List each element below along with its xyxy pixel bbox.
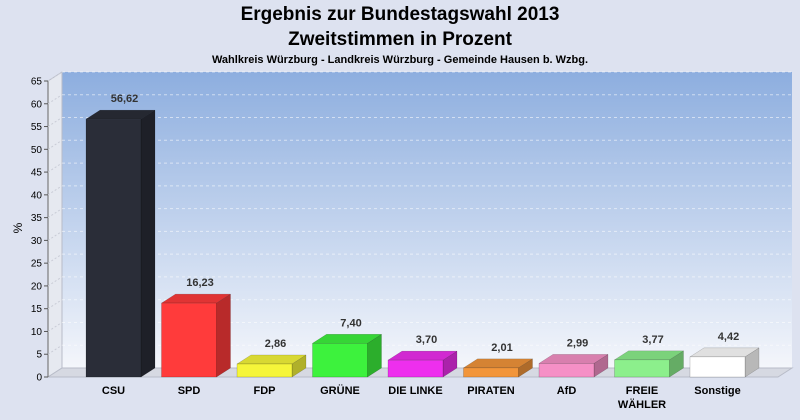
gridline-side <box>47 276 63 287</box>
y-tick-label: 30 <box>31 236 43 247</box>
y-tick-label: 20 <box>31 281 43 292</box>
value-label: 2,86 <box>265 338 286 350</box>
y-tick-label: 40 <box>31 190 43 201</box>
gridline-side <box>47 253 63 264</box>
bar-side <box>216 293 231 378</box>
bar-8 <box>689 347 760 378</box>
value-label: 4,42 <box>718 331 739 343</box>
gridline-side <box>47 71 63 82</box>
y-tick-label: 15 <box>31 304 43 315</box>
bar-front <box>538 363 595 378</box>
category-label: FDP <box>254 385 276 397</box>
category-label: CSU <box>102 385 125 397</box>
bar-front <box>161 302 217 378</box>
plot-left-wall <box>47 71 63 378</box>
gridline-side <box>47 208 63 219</box>
value-label: 2,99 <box>567 337 588 349</box>
y-tick-label: 25 <box>31 259 43 270</box>
value-label: 7,40 <box>340 317 361 329</box>
bar-1 <box>160 293 232 378</box>
bar-front <box>463 367 519 378</box>
category-label: Sonstige <box>694 385 740 397</box>
chart-subtitle: Zweitstimmen in Prozent <box>288 29 512 50</box>
category-label: FREIE <box>626 385 658 397</box>
chart-caption: Wahlkreis Würzburg - Landkreis Würzburg … <box>211 54 589 66</box>
bar-0 <box>85 109 156 378</box>
gridline-side <box>47 117 63 127</box>
y-tick-label: 55 <box>31 122 43 133</box>
bar-front <box>387 359 444 378</box>
bar-6 <box>538 353 609 378</box>
category-label-line2: WÄHLER <box>618 398 666 411</box>
bar-side <box>140 109 156 378</box>
bar-4 <box>387 350 458 378</box>
gridline-side <box>47 94 63 105</box>
gridline-side <box>47 230 63 241</box>
bar-front <box>312 343 368 378</box>
gridline-side <box>47 139 63 150</box>
category-label: DIE LINKE <box>388 385 442 397</box>
y-tick-label: 0 <box>36 373 42 384</box>
bar-front <box>236 363 293 378</box>
bar-front <box>689 356 746 378</box>
value-label: 2,01 <box>491 342 512 354</box>
y-tick-label: 65 <box>31 77 43 88</box>
gridline-side <box>47 322 63 332</box>
value-label: 3,77 <box>642 334 663 346</box>
y-tick-label: 5 <box>36 350 42 361</box>
y-tick-label: 60 <box>31 99 43 110</box>
y-tick-label: 10 <box>31 327 43 338</box>
y-tick-label: 45 <box>31 168 43 179</box>
bar-front <box>614 359 670 378</box>
y-tick-label: 35 <box>31 213 43 224</box>
value-label: 3,70 <box>416 334 437 346</box>
bar-7 <box>613 350 685 378</box>
category-label: PIRATEN <box>467 385 515 397</box>
value-label: 16,23 <box>186 277 214 289</box>
y-axis-label: % <box>11 222 25 233</box>
gridline-side <box>47 185 63 196</box>
bar-5 <box>462 358 534 378</box>
category-label: SPD <box>178 385 201 397</box>
bar-front <box>85 118 142 378</box>
bar-2 <box>236 354 307 378</box>
gridline-side <box>47 344 63 355</box>
value-label: 56,62 <box>111 93 139 105</box>
gridline-side <box>47 299 63 310</box>
y-tick-label: 50 <box>31 145 43 156</box>
gridline-side <box>47 162 63 173</box>
category-label: GRÜNE <box>320 384 360 397</box>
chart-title: Ergebnis zur Bundestagswahl 2013 <box>240 4 560 25</box>
category-label: AfD <box>557 385 577 397</box>
bar-3 <box>311 333 383 378</box>
